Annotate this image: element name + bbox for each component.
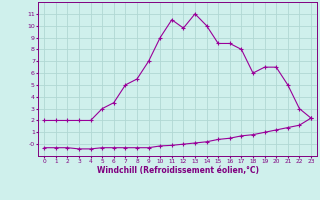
X-axis label: Windchill (Refroidissement éolien,°C): Windchill (Refroidissement éolien,°C) (97, 166, 259, 175)
